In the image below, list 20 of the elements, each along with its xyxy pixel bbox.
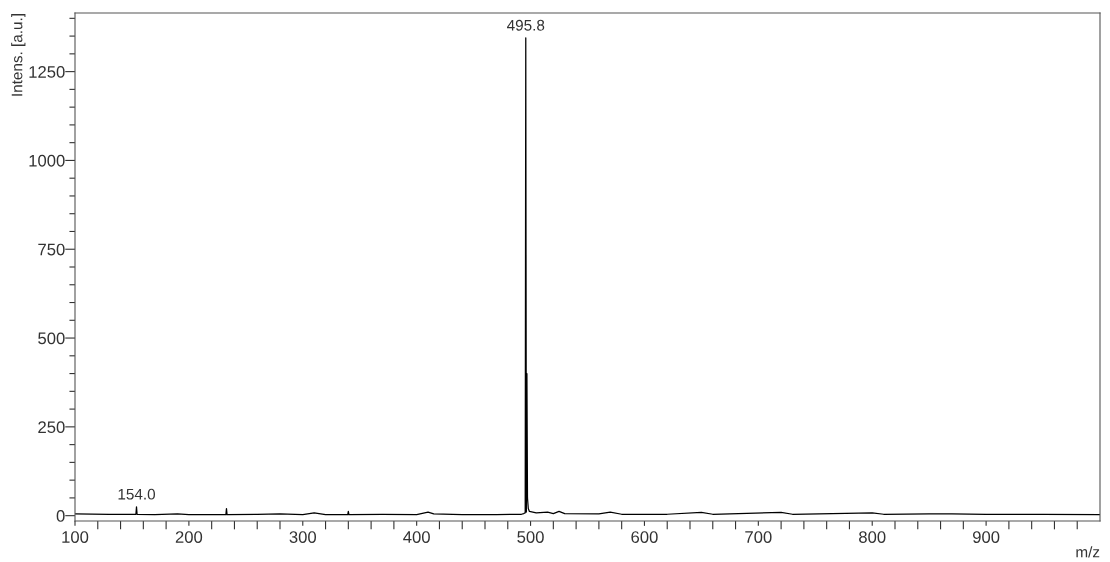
y-tick-label: 0 <box>56 510 65 522</box>
annotation: 154.0 <box>118 488 156 500</box>
y-tick-label: 500 <box>38 332 65 345</box>
x-tick-label: 700 <box>745 531 772 543</box>
annotation: 495.8 <box>507 19 545 31</box>
x-tick-label: 900 <box>972 531 1000 543</box>
x-tick-label: 200 <box>175 531 203 543</box>
y-tick-label: 1000 <box>29 154 65 167</box>
x-tick-label: 600 <box>631 531 658 543</box>
x-axis-title: m/z <box>1076 546 1100 558</box>
line-series <box>75 37 1100 516</box>
y-tick-label: 1250 <box>29 66 65 78</box>
x-tick-label: 800 <box>859 531 886 543</box>
y-tick-label: 250 <box>38 421 65 434</box>
y-axis-title: Intens. [a.u.] <box>11 14 26 96</box>
y-tick-label: 750 <box>38 243 65 256</box>
x-tick-label: 100 <box>62 531 89 543</box>
x-tick-label: 400 <box>403 531 430 543</box>
x-tick-label: 300 <box>289 531 317 543</box>
x-tick-label: 500 <box>517 531 544 543</box>
